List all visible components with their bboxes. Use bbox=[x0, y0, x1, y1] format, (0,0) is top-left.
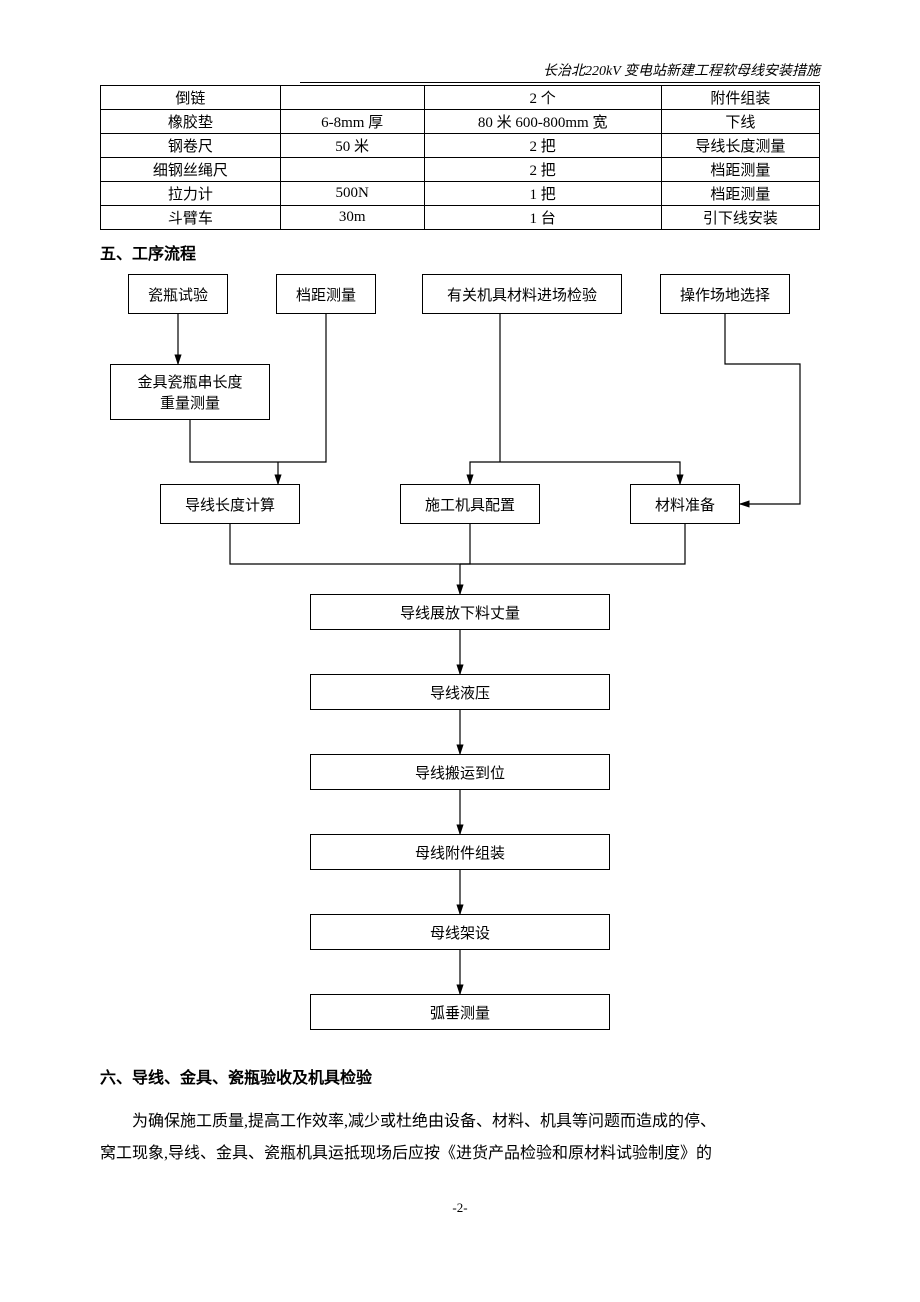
flow-node: 导线长度计算 bbox=[160, 484, 300, 524]
table-cell: 下线 bbox=[661, 110, 819, 134]
equipment-table: 倒链2 个附件组装橡胶垫6-8mm 厚80 米 600-800mm 宽下线钢卷尺… bbox=[100, 85, 820, 230]
flow-node: 导线搬运到位 bbox=[310, 754, 610, 790]
flow-node: 瓷瓶试验 bbox=[128, 274, 228, 314]
table-cell: 档距测量 bbox=[661, 182, 819, 206]
table-cell: 钢卷尺 bbox=[101, 134, 281, 158]
table-cell bbox=[280, 86, 424, 110]
table-row: 倒链 2 个附件组装 bbox=[101, 86, 820, 110]
flow-node: 操作场地选择 bbox=[660, 274, 790, 314]
table-cell: 斗臂车 bbox=[101, 206, 281, 230]
table-cell: 导线长度测量 bbox=[661, 134, 819, 158]
table-cell: 50 米 bbox=[280, 134, 424, 158]
body-paragraph: 窝工现象,导线、金具、瓷瓶机具运抵现场后应按《进货产品检验和原材料试验制度》的 bbox=[100, 1138, 820, 1170]
flow-node: 档距测量 bbox=[276, 274, 376, 314]
page-header: 长治北220kV 变电站新建工程软母线安装措施 bbox=[300, 60, 820, 83]
flow-node: 材料准备 bbox=[630, 484, 740, 524]
body-paragraph: 为确保施工质量,提高工作效率,减少或杜绝由设备、材料、机具等问题而造成的停、 bbox=[100, 1106, 820, 1138]
table-cell: 80 米 600-800mm 宽 bbox=[424, 110, 661, 134]
table-row: 拉力计500N1 把档距测量 bbox=[101, 182, 820, 206]
table-cell: 拉力计 bbox=[101, 182, 281, 206]
section-6-title: 六、导线、金具、瓷瓶验收及机具检验 bbox=[100, 1064, 820, 1088]
table-cell: 引下线安装 bbox=[661, 206, 819, 230]
flow-node: 弧垂测量 bbox=[310, 994, 610, 1030]
table-cell: 30m bbox=[280, 206, 424, 230]
flow-node: 施工机具配置 bbox=[400, 484, 540, 524]
table-cell: 1 把 bbox=[424, 182, 661, 206]
table-row: 斗臂车30m1 台引下线安装 bbox=[101, 206, 820, 230]
table-cell bbox=[280, 158, 424, 182]
flow-node: 有关机具材料进场检验 bbox=[422, 274, 622, 314]
table-cell: 档距测量 bbox=[661, 158, 819, 182]
flow-node: 母线架设 bbox=[310, 914, 610, 950]
table-row: 橡胶垫6-8mm 厚80 米 600-800mm 宽下线 bbox=[101, 110, 820, 134]
flow-node: 金具瓷瓶串长度 重量测量 bbox=[110, 364, 270, 420]
table-row: 细钢丝绳尺 2 把档距测量 bbox=[101, 158, 820, 182]
table-row: 钢卷尺50 米2 把导线长度测量 bbox=[101, 134, 820, 158]
table-cell: 附件组装 bbox=[661, 86, 819, 110]
table-cell: 1 台 bbox=[424, 206, 661, 230]
body-text: 为确保施工质量,提高工作效率,减少或杜绝由设备、材料、机具等问题而造成的停、窝工… bbox=[100, 1106, 820, 1170]
table-cell: 2 把 bbox=[424, 134, 661, 158]
table-cell: 橡胶垫 bbox=[101, 110, 281, 134]
flow-node: 导线展放下料丈量 bbox=[310, 594, 610, 630]
page-number: -2- bbox=[100, 1200, 820, 1216]
table-cell: 6-8mm 厚 bbox=[280, 110, 424, 134]
flow-node: 母线附件组装 bbox=[310, 834, 610, 870]
flow-node: 导线液压 bbox=[310, 674, 610, 710]
table-cell: 2 个 bbox=[424, 86, 661, 110]
table-cell: 500N bbox=[280, 182, 424, 206]
table-cell: 倒链 bbox=[101, 86, 281, 110]
table-cell: 细钢丝绳尺 bbox=[101, 158, 281, 182]
table-cell: 2 把 bbox=[424, 158, 661, 182]
flowchart: 瓷瓶试验 档距测量 有关机具材料进场检验操作场地选择金具瓷瓶串长度 重量测量导线长度… bbox=[100, 274, 820, 1044]
section-5-title: 五、工序流程 bbox=[100, 240, 820, 264]
